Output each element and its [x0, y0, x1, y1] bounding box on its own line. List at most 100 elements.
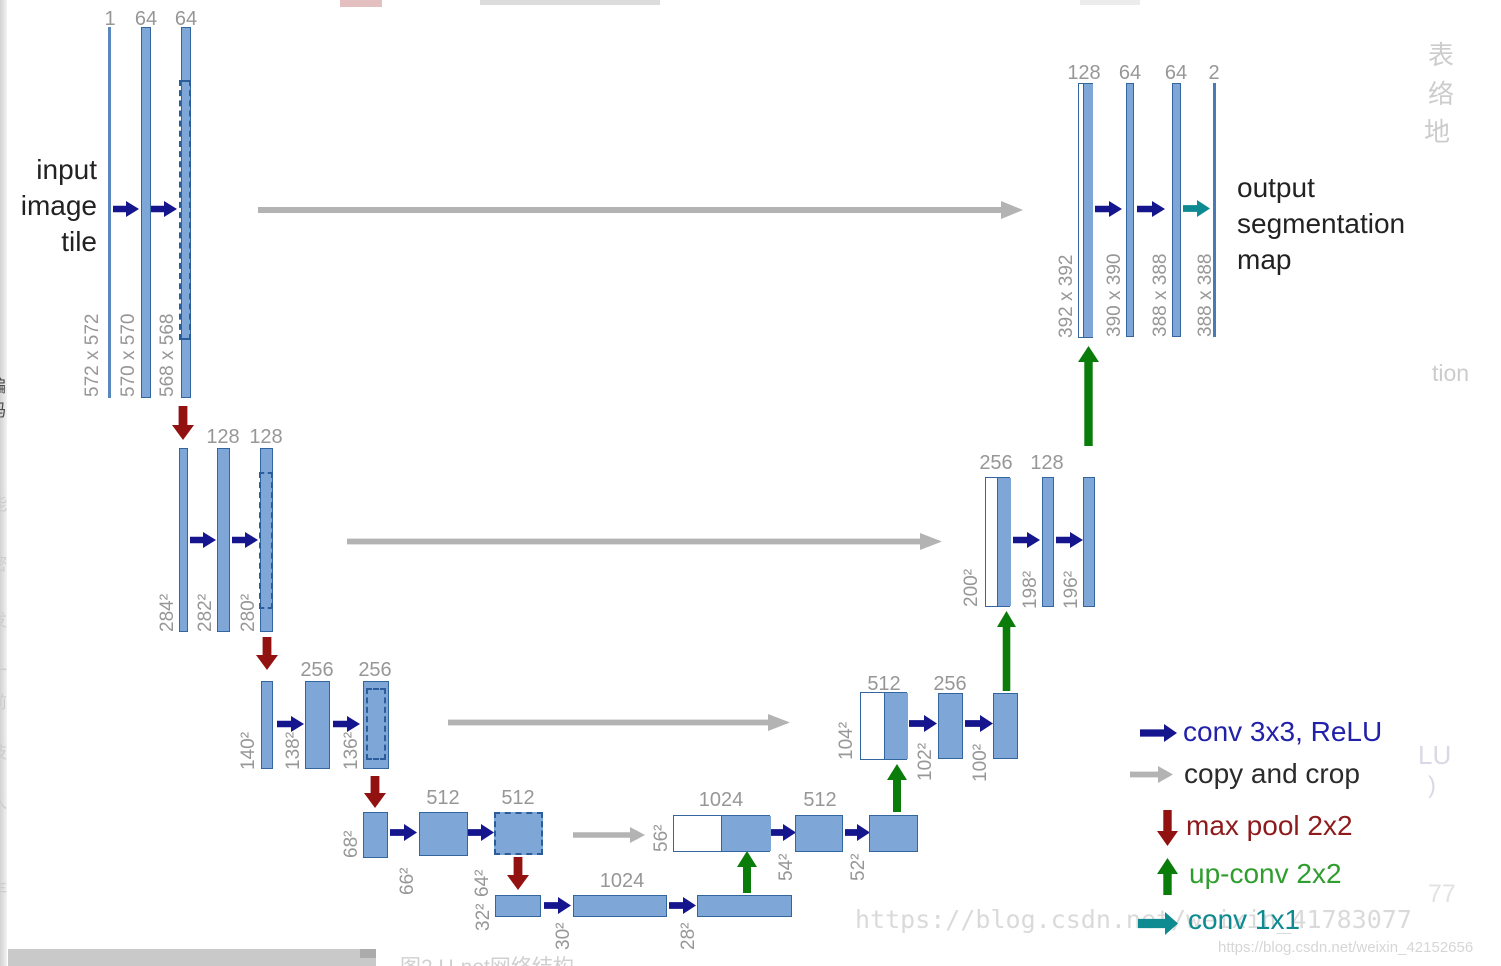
- conv3x3-arrow-icon: [1013, 532, 1040, 548]
- feature-size-label: 136²: [341, 731, 362, 770]
- max-pool-arrow-icon: [364, 776, 386, 808]
- channel-count-label: 64: [134, 8, 158, 30]
- ghost-text: 能: [0, 490, 7, 515]
- up-conv-arrow-icon: [1078, 346, 1099, 446]
- feature-size-label: 280²: [238, 593, 259, 632]
- copy-crop-arrow-icon: [448, 714, 790, 731]
- channel-count-label: 1024: [599, 870, 645, 892]
- channel-count-label: 64: [1164, 62, 1188, 84]
- feature-map-bar: [938, 693, 963, 759]
- feature-map-bar: [494, 812, 543, 855]
- feature-map-bar: [1042, 477, 1054, 607]
- feature-size-label: 100²: [970, 743, 991, 782]
- feature-map-bar: [1083, 84, 1093, 337]
- top-edge-fragment: [340, 0, 382, 7]
- max-pool-arrow-icon: [172, 406, 194, 440]
- up-conv-arrow-icon: [997, 611, 1016, 691]
- channel-count-label: 2: [1208, 62, 1220, 84]
- feature-map-bar: [573, 895, 667, 917]
- feature-size-label: 284²: [157, 593, 178, 632]
- input-image-tile-label: input image tile: [20, 154, 97, 257]
- feature-map-bar: [141, 27, 151, 398]
- watermark-url-small: https://blog.csdn.net/weixin_42152656: [1218, 939, 1474, 956]
- ghost-text: 码: [0, 396, 6, 421]
- feature-size-label: 570 x 570: [118, 313, 139, 397]
- ghost-text: 入: [0, 788, 7, 813]
- channel-count-label: 512: [501, 787, 535, 809]
- conv3x3-arrow-icon: [1056, 532, 1083, 548]
- ghost-text: 77: [1428, 880, 1456, 908]
- legend-copy-crop-label: copy and crop: [1184, 758, 1360, 789]
- feature-size-label: 102²: [915, 742, 936, 781]
- conv3x3-arrow-icon: [468, 824, 494, 841]
- left-edge-strip: [0, 0, 7, 966]
- conv3x3-arrow-icon: [1137, 201, 1165, 217]
- ghost-text: 地: [1424, 117, 1451, 147]
- feature-size-label: 200²: [961, 568, 982, 607]
- legend-up-conv-label: up-conv 2x2: [1189, 858, 1342, 889]
- legend-conv3x3-label: conv 3x3, ReLU: [1183, 716, 1383, 747]
- ghost-text: 一: [0, 656, 7, 681]
- max-pool-arrow-icon: [1157, 810, 1178, 846]
- copy-crop-arrow-icon: [258, 201, 1023, 219]
- watermark-url: https://blog.csdn.net/weixin_41783077: [855, 905, 1412, 934]
- feature-size-label: 138²: [283, 731, 304, 770]
- feature-size-label: 56²: [651, 824, 672, 852]
- conv3x3-arrow-icon: [909, 715, 937, 732]
- conv3x3-arrow-icon: [277, 716, 304, 732]
- channel-count-label: 256: [300, 659, 334, 681]
- crop-region-outline: [259, 472, 273, 609]
- feature-map-bar: [419, 812, 468, 856]
- legend-max-pool-label: max pool 2x2: [1186, 810, 1353, 841]
- crop-region-outline: [179, 80, 191, 340]
- ghost-text: LU: [1418, 740, 1452, 770]
- conv3x3-arrow-icon: [669, 897, 696, 914]
- max-pool-arrow-icon: [256, 637, 278, 670]
- copy-crop-arrow-icon: [347, 533, 942, 550]
- feature-size-label: 54²: [776, 853, 797, 881]
- channel-count-label: 256: [979, 452, 1013, 474]
- ghost-text: 丰: [0, 875, 7, 900]
- feature-map-bar: [363, 812, 388, 858]
- feature-size-label: 68²: [341, 830, 362, 858]
- ghost-text: 编: [0, 372, 6, 397]
- feature-map-bar: [869, 815, 918, 852]
- feature-size-label: 196²: [1061, 570, 1082, 609]
- conv3x3-arrow-icon: [333, 716, 360, 732]
- channel-count-label: 128: [249, 426, 283, 448]
- feature-map-bar: [997, 478, 1011, 606]
- ghost-text: tion: [1432, 360, 1470, 386]
- feature-size-label: 32²: [473, 903, 494, 931]
- feature-map-bar: [261, 681, 273, 769]
- up-conv-arrow-icon: [737, 851, 757, 893]
- feature-size-label: 140²: [238, 731, 259, 770]
- feature-map-bar: [217, 448, 230, 632]
- channel-count-label: 512: [803, 789, 837, 811]
- bottom-scrollbar-cap: [360, 949, 376, 958]
- channel-count-label: 1024: [698, 789, 744, 811]
- feature-size-label: 52²: [848, 853, 869, 881]
- conv3x3-arrow-icon: [390, 824, 417, 841]
- concat-feature-map: [673, 815, 771, 852]
- ghost-text: 技: [0, 738, 7, 763]
- feature-map-bar: [697, 895, 792, 917]
- feature-map-bar: [305, 681, 330, 769]
- top-edge-fragment: [480, 0, 660, 5]
- feature-size-label: 390 x 390: [1104, 253, 1125, 337]
- concat-feature-map: [985, 477, 1011, 607]
- bottom-scrollbar[interactable]: [8, 949, 376, 966]
- feature-size-label: 104²: [836, 721, 857, 760]
- conv3x3-arrow-icon: [232, 532, 258, 548]
- feature-size-label: 388 x 388: [1150, 253, 1171, 337]
- feature-map-bar: [993, 693, 1018, 759]
- conv3x3-arrow-icon: [965, 715, 993, 732]
- feature-map-bar: [1126, 83, 1134, 337]
- channel-count-label: 128: [1067, 62, 1101, 84]
- channel-count-label: 256: [358, 659, 392, 681]
- conv3x3-arrow-icon: [544, 897, 571, 914]
- feature-map-bar: [108, 27, 111, 398]
- feature-size-label: 64²: [472, 869, 493, 897]
- ghost-text: 发: [0, 606, 7, 631]
- conv3x3-arrow-icon: [771, 824, 796, 841]
- feature-size-label: 568 x 568: [157, 313, 178, 397]
